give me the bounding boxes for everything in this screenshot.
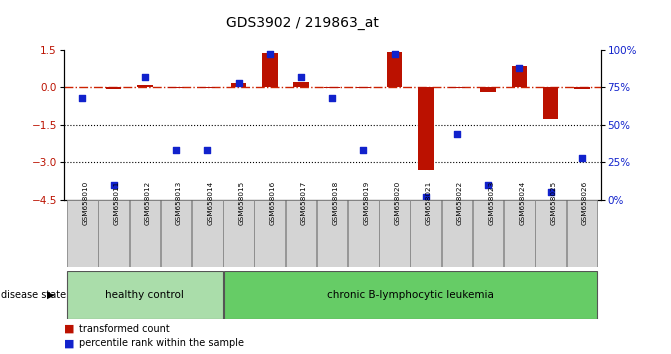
Text: GSM658018: GSM658018 bbox=[332, 181, 338, 225]
Bar bbox=[106, 87, 121, 89]
Text: GSM658022: GSM658022 bbox=[457, 181, 463, 225]
Bar bbox=[442, 200, 472, 267]
Text: ■: ■ bbox=[64, 338, 74, 348]
Text: GSM658021: GSM658021 bbox=[426, 181, 431, 225]
Text: transformed count: transformed count bbox=[79, 324, 170, 333]
Point bbox=[546, 190, 556, 195]
Bar bbox=[262, 53, 278, 87]
Bar bbox=[411, 200, 441, 267]
Point bbox=[483, 182, 494, 188]
Text: GSM658011: GSM658011 bbox=[113, 181, 119, 225]
Text: GSM658013: GSM658013 bbox=[176, 181, 182, 225]
Bar bbox=[192, 200, 223, 267]
Bar bbox=[199, 87, 215, 88]
Text: GSM658014: GSM658014 bbox=[207, 181, 213, 225]
Point bbox=[264, 51, 275, 57]
Text: percentile rank within the sample: percentile rank within the sample bbox=[79, 338, 244, 348]
Point bbox=[140, 74, 150, 79]
Bar bbox=[504, 200, 535, 267]
Point bbox=[295, 74, 306, 79]
Text: GSM658019: GSM658019 bbox=[364, 181, 369, 225]
Point bbox=[452, 131, 462, 137]
Bar bbox=[254, 200, 285, 267]
Bar bbox=[566, 200, 597, 267]
Text: GSM658026: GSM658026 bbox=[582, 181, 588, 225]
Point bbox=[202, 148, 213, 153]
Point bbox=[421, 194, 431, 200]
Bar bbox=[449, 87, 465, 88]
Point bbox=[576, 155, 587, 161]
Bar bbox=[168, 87, 184, 88]
Bar bbox=[99, 200, 129, 267]
Bar bbox=[293, 82, 309, 87]
Bar bbox=[386, 52, 403, 87]
Text: GSM658010: GSM658010 bbox=[83, 181, 89, 225]
Text: GSM658020: GSM658020 bbox=[395, 181, 401, 225]
Bar bbox=[418, 87, 433, 170]
Bar bbox=[224, 271, 597, 319]
Bar bbox=[473, 200, 503, 267]
Point bbox=[358, 148, 369, 153]
Text: GSM658023: GSM658023 bbox=[488, 181, 495, 225]
Bar bbox=[286, 200, 316, 267]
Bar bbox=[324, 87, 340, 88]
Bar bbox=[231, 82, 246, 87]
Bar bbox=[543, 87, 558, 119]
Text: ▶: ▶ bbox=[47, 290, 54, 300]
Text: ■: ■ bbox=[64, 324, 74, 333]
Point bbox=[170, 148, 181, 153]
Text: disease state: disease state bbox=[1, 290, 66, 300]
Text: GSM658016: GSM658016 bbox=[270, 181, 276, 225]
Bar bbox=[161, 200, 191, 267]
Bar bbox=[574, 87, 590, 89]
Bar bbox=[223, 200, 254, 267]
Text: healthy control: healthy control bbox=[105, 290, 185, 300]
Bar bbox=[535, 200, 566, 267]
Text: GDS3902 / 219863_at: GDS3902 / 219863_at bbox=[225, 16, 378, 30]
Bar bbox=[480, 87, 496, 92]
Bar bbox=[511, 66, 527, 87]
Point bbox=[108, 182, 119, 188]
Point bbox=[233, 80, 244, 85]
Point bbox=[389, 51, 400, 57]
Bar bbox=[379, 200, 410, 267]
Text: GSM658025: GSM658025 bbox=[551, 181, 557, 225]
Point bbox=[514, 65, 525, 70]
Bar bbox=[137, 85, 153, 87]
Bar bbox=[317, 200, 348, 267]
Bar bbox=[67, 271, 223, 319]
Text: GSM658017: GSM658017 bbox=[301, 181, 307, 225]
Text: GSM658012: GSM658012 bbox=[145, 181, 151, 225]
Bar bbox=[130, 200, 160, 267]
Bar bbox=[356, 87, 371, 88]
Bar bbox=[348, 200, 378, 267]
Text: chronic B-lymphocytic leukemia: chronic B-lymphocytic leukemia bbox=[327, 290, 495, 300]
Bar bbox=[67, 200, 98, 267]
Text: GSM658024: GSM658024 bbox=[519, 181, 525, 225]
Point bbox=[77, 95, 88, 101]
Text: GSM658015: GSM658015 bbox=[238, 181, 244, 225]
Point bbox=[327, 95, 338, 101]
